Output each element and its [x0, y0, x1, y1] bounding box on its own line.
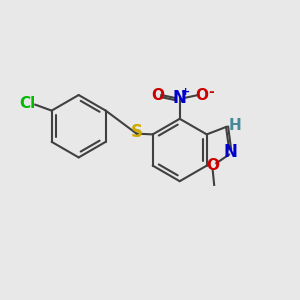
- Text: N: N: [224, 143, 238, 161]
- Text: S: S: [130, 123, 142, 141]
- Text: N: N: [173, 89, 187, 107]
- Text: O: O: [151, 88, 164, 103]
- Text: +: +: [181, 87, 190, 97]
- Text: H: H: [229, 118, 242, 133]
- Text: O: O: [196, 88, 208, 103]
- Text: -: -: [208, 85, 214, 99]
- Text: Cl: Cl: [20, 96, 36, 111]
- Text: O: O: [206, 158, 219, 173]
